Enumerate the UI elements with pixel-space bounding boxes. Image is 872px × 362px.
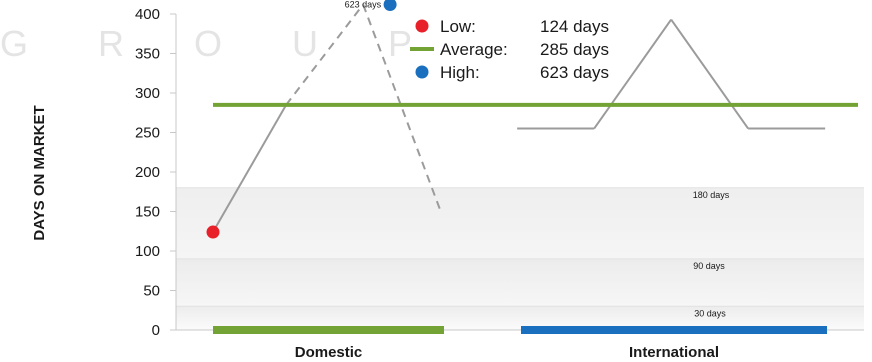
y-tick-label-250: 250 [135, 125, 160, 142]
legend-label-1: Average: [440, 40, 508, 59]
category-label-1: International [629, 344, 719, 361]
marker-low [206, 225, 220, 239]
series-0-segment-2 [362, 4, 442, 211]
marker-label-high: 623 days [345, 0, 382, 10]
category-bar-1 [521, 326, 827, 334]
legend-value-1: 285 days [540, 40, 609, 59]
band-label-0: 180 days [693, 190, 730, 200]
y-tick-label-350: 350 [135, 46, 160, 63]
y-tick-label-150: 150 [135, 204, 160, 221]
legend-value-2: 623 days [540, 63, 609, 82]
y-tick-label-100: 100 [135, 243, 160, 260]
legend-swatch-2 [415, 65, 429, 79]
series-1-segment-2 [670, 18, 749, 130]
y-axis-label: DAYS ON MARKET [31, 105, 48, 240]
series-1-segment-1 [593, 18, 672, 130]
band-label-2: 30 days [694, 308, 726, 318]
band-2 [176, 306, 864, 330]
category-bar-0 [213, 326, 444, 334]
band-label-1: 90 days [693, 261, 725, 271]
y-tick-label-200: 200 [135, 164, 160, 181]
marker-high [383, 0, 397, 12]
legend-value-0: 124 days [540, 17, 609, 36]
watermark-text: G R O U P [0, 23, 442, 64]
series-0-segment-1 [285, 3, 364, 106]
legend-label-0: Low: [440, 17, 476, 36]
y-tick-label-50: 50 [143, 283, 160, 300]
legend-label-2: High: [440, 63, 480, 82]
series-0-segment-0 [212, 104, 288, 233]
legend-swatch-1 [410, 47, 434, 51]
legend-swatch-0 [415, 19, 429, 33]
category-label-0: Domestic [295, 344, 363, 361]
y-tick-label-400: 400 [135, 6, 160, 23]
y-tick-label-0: 0 [152, 322, 160, 339]
y-tick-label-300: 300 [135, 85, 160, 102]
